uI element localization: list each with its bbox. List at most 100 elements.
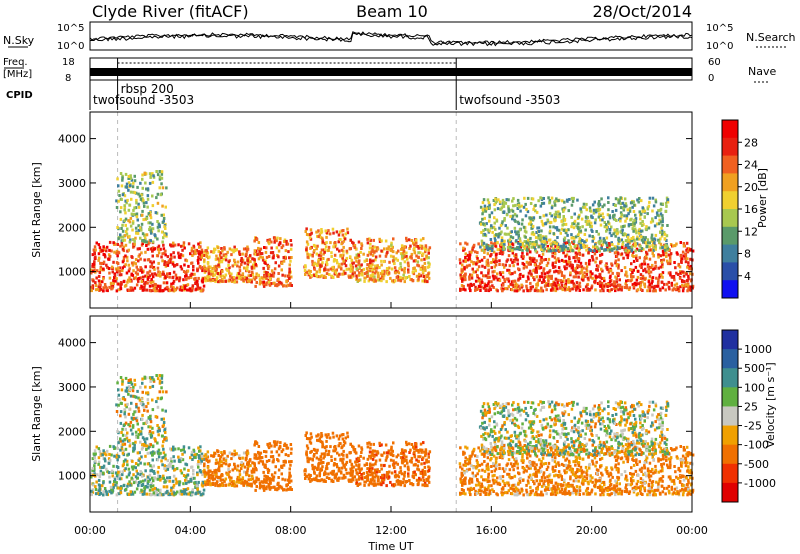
power-cell — [425, 256, 428, 260]
power-cell — [170, 288, 174, 292]
velocity-cell — [242, 483, 245, 487]
velocity-cell — [238, 473, 242, 477]
power-cell — [485, 246, 488, 250]
power-cell — [322, 252, 325, 256]
power-cell — [146, 277, 150, 281]
power-cell — [482, 222, 485, 226]
power-cell — [218, 265, 221, 269]
power-cell — [517, 277, 520, 281]
power-cell — [521, 243, 524, 247]
power-cell — [470, 250, 473, 254]
power-cell — [232, 276, 235, 279]
power-cell — [496, 233, 499, 237]
velocity-cell — [250, 484, 253, 488]
velocity-cell — [257, 450, 260, 454]
power-cell — [503, 280, 507, 283]
power-cell — [172, 244, 175, 248]
power-cell — [624, 286, 627, 289]
power-cell — [529, 262, 532, 266]
power-cell — [646, 238, 650, 242]
power-cell — [523, 229, 527, 233]
power-cell — [320, 248, 324, 252]
power-cell — [679, 241, 682, 244]
power-cell — [254, 276, 258, 279]
power-cell — [513, 289, 517, 293]
power-cell — [199, 257, 202, 261]
velocity-cell — [136, 422, 139, 426]
power-cell — [140, 228, 143, 232]
power-cell — [568, 198, 571, 201]
power-cell — [258, 249, 261, 253]
power-cell — [392, 237, 395, 241]
velocity-cell — [129, 442, 132, 446]
power-cell — [129, 286, 132, 290]
velocity-cell — [136, 472, 139, 476]
velocity-cell — [277, 476, 280, 479]
power-cell — [612, 282, 615, 286]
power-cell — [422, 237, 425, 241]
power-cell — [235, 280, 239, 284]
power-cell — [416, 245, 420, 248]
power-cell — [423, 257, 426, 261]
velocity-cell — [235, 452, 238, 456]
power-cell — [321, 261, 324, 265]
power-cell — [608, 243, 611, 247]
date-label: 28/Oct/2014 — [592, 2, 692, 21]
power-cell — [551, 254, 554, 258]
power-cell — [369, 252, 372, 256]
velocity-cell — [112, 445, 115, 449]
power-cell — [349, 263, 352, 267]
velocity-cell — [198, 456, 201, 460]
power-cell — [487, 268, 490, 272]
velocity-cell — [145, 391, 148, 395]
power-cell — [201, 269, 204, 273]
velocity-cell — [263, 474, 266, 478]
velocity-cell — [162, 493, 165, 497]
power-cell — [647, 270, 651, 273]
power-cell — [383, 269, 386, 273]
power-cell — [646, 263, 650, 267]
power-cell — [511, 272, 514, 276]
power-cell — [203, 270, 207, 274]
power-cell — [585, 238, 588, 242]
power-cell — [344, 264, 348, 268]
power-cell — [481, 208, 485, 212]
velocity-cell — [199, 470, 203, 474]
velocity-cell — [157, 474, 160, 478]
power-cell — [655, 276, 658, 280]
power-cell — [141, 177, 144, 181]
power-cell — [257, 273, 260, 277]
power-cell — [535, 250, 539, 254]
power-cell — [149, 221, 152, 225]
power-cell — [489, 238, 493, 241]
power-cell — [141, 288, 145, 292]
power-cell — [530, 226, 533, 230]
power-cell — [162, 217, 166, 220]
velocity-cell — [119, 437, 122, 441]
power-cell — [492, 250, 496, 254]
power-cell — [490, 249, 494, 252]
power-cell — [663, 232, 667, 236]
power-cell — [623, 204, 626, 208]
power-cell — [613, 228, 616, 232]
power-cell — [672, 275, 675, 279]
velocity-cell — [158, 381, 162, 385]
velocity-cell — [99, 469, 103, 473]
power-cell — [571, 249, 574, 253]
velocity-cell — [131, 425, 135, 429]
power-cell — [129, 216, 133, 220]
power-cell — [601, 212, 604, 216]
power-cell — [665, 204, 668, 208]
power-cell — [145, 233, 149, 237]
power-cell — [651, 209, 654, 213]
power-cell — [108, 276, 112, 280]
power-cell — [288, 256, 291, 260]
power-cell — [397, 278, 400, 282]
power-cell — [628, 206, 632, 210]
power-cell — [289, 239, 293, 242]
power-cell — [116, 262, 120, 265]
power-cell — [632, 259, 636, 263]
power-cell — [391, 279, 394, 283]
power-cell — [593, 252, 597, 256]
power-cell — [569, 273, 572, 277]
